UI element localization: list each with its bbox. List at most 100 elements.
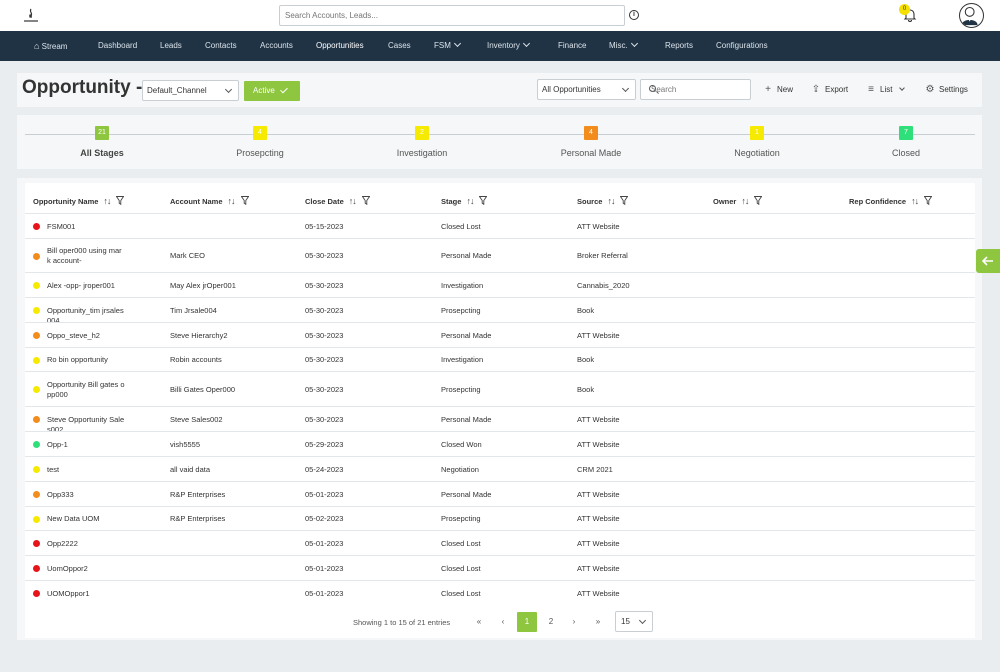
filter-icon[interactable] [361, 196, 370, 205]
filter-icon[interactable] [754, 196, 763, 205]
last-page-button[interactable]: » [595, 617, 601, 626]
opportunity-name-cell[interactable]: FSM001 [47, 221, 76, 231]
info-icon[interactable]: i [629, 10, 639, 20]
stage-name: Prosepcting [236, 148, 284, 158]
stage-investigation[interactable]: 2 Investigation [347, 126, 497, 158]
col-close-date-header[interactable]: Close Date ↑↓ [305, 195, 370, 206]
table-row[interactable]: FSM001 05-15-2023 Closed Lost ATT Website [25, 213, 975, 238]
opportunity-name-cell[interactable]: Opportunity Bill gates opp000 [47, 379, 125, 399]
col-opportunity-name-header[interactable]: Opportunity Name ↑↓ [33, 195, 125, 206]
sort-icon[interactable]: ↑↓ [607, 196, 615, 206]
stage-cell: Closed Won [441, 439, 482, 449]
opportunity-name-cell[interactable]: UomOppor2 [47, 563, 88, 573]
nav-leads[interactable]: Leads [160, 41, 182, 50]
sort-icon[interactable]: ↑↓ [103, 196, 111, 206]
table-row[interactable]: Opportunity Bill gates opp000 Billi Gates… [25, 371, 975, 406]
close-date-cell: 05-29-2023 [305, 439, 344, 449]
table-row[interactable]: Steve Opportunity Sales002 Steve Sales002… [25, 406, 975, 434]
table-row[interactable]: New Data UOM R&P Enterprises 05-02-2023 Pro… [25, 506, 975, 530]
opportunity-name-cell[interactable]: Opp-1 [47, 439, 68, 449]
stage-negotiation[interactable]: 1 Negotiation [682, 126, 832, 158]
new-button[interactable]: + New [763, 84, 793, 95]
nav-fsm[interactable]: FSM [434, 31, 461, 61]
table-row[interactable]: Opp-1 vish5555 05-29-2023 Closed Won ATT Web… [25, 431, 975, 456]
sort-icon[interactable]: ↑↓ [466, 196, 474, 206]
export-button[interactable]: ⇪ Export [811, 84, 848, 95]
next-page-button[interactable]: › [572, 617, 576, 626]
user-avatar[interactable] [959, 3, 984, 28]
col-stage-header[interactable]: Stage ↑↓ [441, 195, 488, 206]
nav-finance[interactable]: Finance [558, 41, 587, 50]
channel-select[interactable]: Default_Channel [142, 80, 239, 101]
prev-page-button[interactable]: ‹ [501, 617, 505, 626]
nav-opportunities[interactable]: Opportunities [316, 41, 364, 50]
opportunity-name-cell[interactable]: New Data UOM [47, 514, 100, 523]
sort-icon[interactable]: ↑↓ [227, 196, 236, 206]
table-row[interactable]: Opp333 R&P Enterprises 05-01-2023 Personal … [25, 481, 975, 506]
sort-icon[interactable]: ↑↓ [741, 196, 749, 206]
page-1-button[interactable]: 1 [517, 612, 537, 632]
sort-icon[interactable]: ↑↓ [911, 196, 919, 206]
view-select[interactable]: All Opportunities [537, 79, 636, 100]
settings-button[interactable]: ⚙ Settings [925, 84, 968, 95]
opportunity-name-cell[interactable]: Steve Opportunity Sales002 [47, 414, 125, 434]
filter-icon[interactable] [479, 196, 488, 205]
nav-stream[interactable]: ⌂ Stream [34, 31, 67, 61]
col-source-header[interactable]: Source ↑↓ [577, 195, 629, 206]
table-row[interactable]: Oppo_steve_h2 Steve Hierarchy2 05-30-2023 P… [25, 322, 975, 347]
nav-contacts[interactable]: Contacts [205, 41, 237, 50]
col-owner-header[interactable]: Owner ↑↓ [713, 195, 763, 206]
page-size-select[interactable]: 15 [615, 611, 653, 632]
opportunity-name-cell[interactable]: Ro bin opportunity [47, 355, 108, 364]
pagination-info: Showing 1 to 15 of 21 entries [353, 618, 451, 627]
table-row[interactable]: test all vaid data 05-24-2023 Negotiation CR… [25, 456, 975, 481]
col-account-name-header[interactable]: Account Name ↑↓ [170, 195, 249, 206]
table-row[interactable]: Opportunity_tim jrsales004 Tim Jrsale004 0… [25, 297, 975, 325]
opportunity-name-cell[interactable]: test [47, 464, 60, 474]
page-2-button[interactable]: 2 [548, 617, 554, 626]
sort-icon[interactable]: ↑↓ [348, 196, 357, 206]
opportunity-name-cell[interactable]: UOMOppor1 [47, 588, 90, 598]
opportunity-name-cell[interactable]: Oppo_steve_h2 [47, 330, 100, 340]
nav-label: FSM [434, 41, 451, 50]
nav-configurations[interactable]: Configurations [716, 41, 768, 50]
nav-reports[interactable]: Reports [665, 41, 694, 50]
filter-icon[interactable] [620, 196, 629, 205]
source-cell: Book [577, 355, 595, 364]
table-row[interactable]: Opp2222 05-01-2023 Closed Lost ATT Website [25, 530, 975, 555]
opportunity-name-cell[interactable]: Opp2222 [47, 538, 78, 548]
nav-cases[interactable]: Cases [388, 41, 411, 50]
column-label: Opportunity Name [33, 197, 99, 206]
table-row[interactable]: UOMOppor1 05-01-2023 Closed Lost ATT Websit… [25, 580, 975, 605]
opportunity-search-input[interactable]: Search [640, 79, 751, 100]
nav-dashboard[interactable]: Dashboard [98, 41, 138, 50]
stage-closed[interactable]: 7 Closed [831, 126, 981, 158]
list-view-button[interactable]: ≡ List [866, 84, 905, 95]
opportunity-name-cell[interactable]: Opportunity_tim jrsales004 [47, 305, 124, 325]
stage-personal-made[interactable]: 4 Personal Made [516, 126, 666, 158]
table-row[interactable]: Bill oper000 using mark account- Mark CEO… [25, 238, 975, 272]
source-cell: Broker Referral [577, 251, 628, 260]
stage-prosepcting[interactable]: 4 Prosepcting [185, 126, 335, 158]
logo-icon[interactable] [21, 6, 41, 26]
table-row[interactable]: Alex -opp- jroper001 May Alex jrOper001 05… [25, 272, 975, 297]
filter-icon[interactable] [924, 196, 933, 205]
nav-misc[interactable]: Misc. [609, 31, 638, 61]
nav-accounts[interactable]: Accounts [260, 41, 293, 50]
table-row[interactable]: Ro bin opportunity Robin accounts 05-30-20… [25, 347, 975, 371]
filter-icon[interactable] [240, 196, 249, 205]
stage-all[interactable]: 21 All Stages [27, 126, 177, 158]
opportunity-name-cell[interactable]: Bill oper000 using mark account- [47, 246, 122, 265]
global-search-input[interactable] [279, 5, 625, 26]
opportunity-name-cell[interactable]: Alex -opp- jroper001 [47, 280, 115, 290]
nav-inventory[interactable]: Inventory [487, 31, 530, 61]
table-row[interactable]: UomOppor2 05-01-2023 Closed Lost ATT Websit… [25, 555, 975, 580]
status-active-button[interactable]: Active [244, 81, 300, 101]
side-panel-toggle[interactable] [976, 249, 1000, 273]
column-label: Account Name [170, 197, 223, 206]
col-rep-confidence-header[interactable]: Rep Confidence ↑↓ [849, 195, 933, 206]
filter-icon[interactable] [116, 196, 125, 205]
first-page-button[interactable]: « [476, 617, 482, 626]
opportunity-name-cell[interactable]: Opp333 [47, 489, 74, 499]
account-name-cell: May Alex jrOper001 [170, 280, 236, 290]
